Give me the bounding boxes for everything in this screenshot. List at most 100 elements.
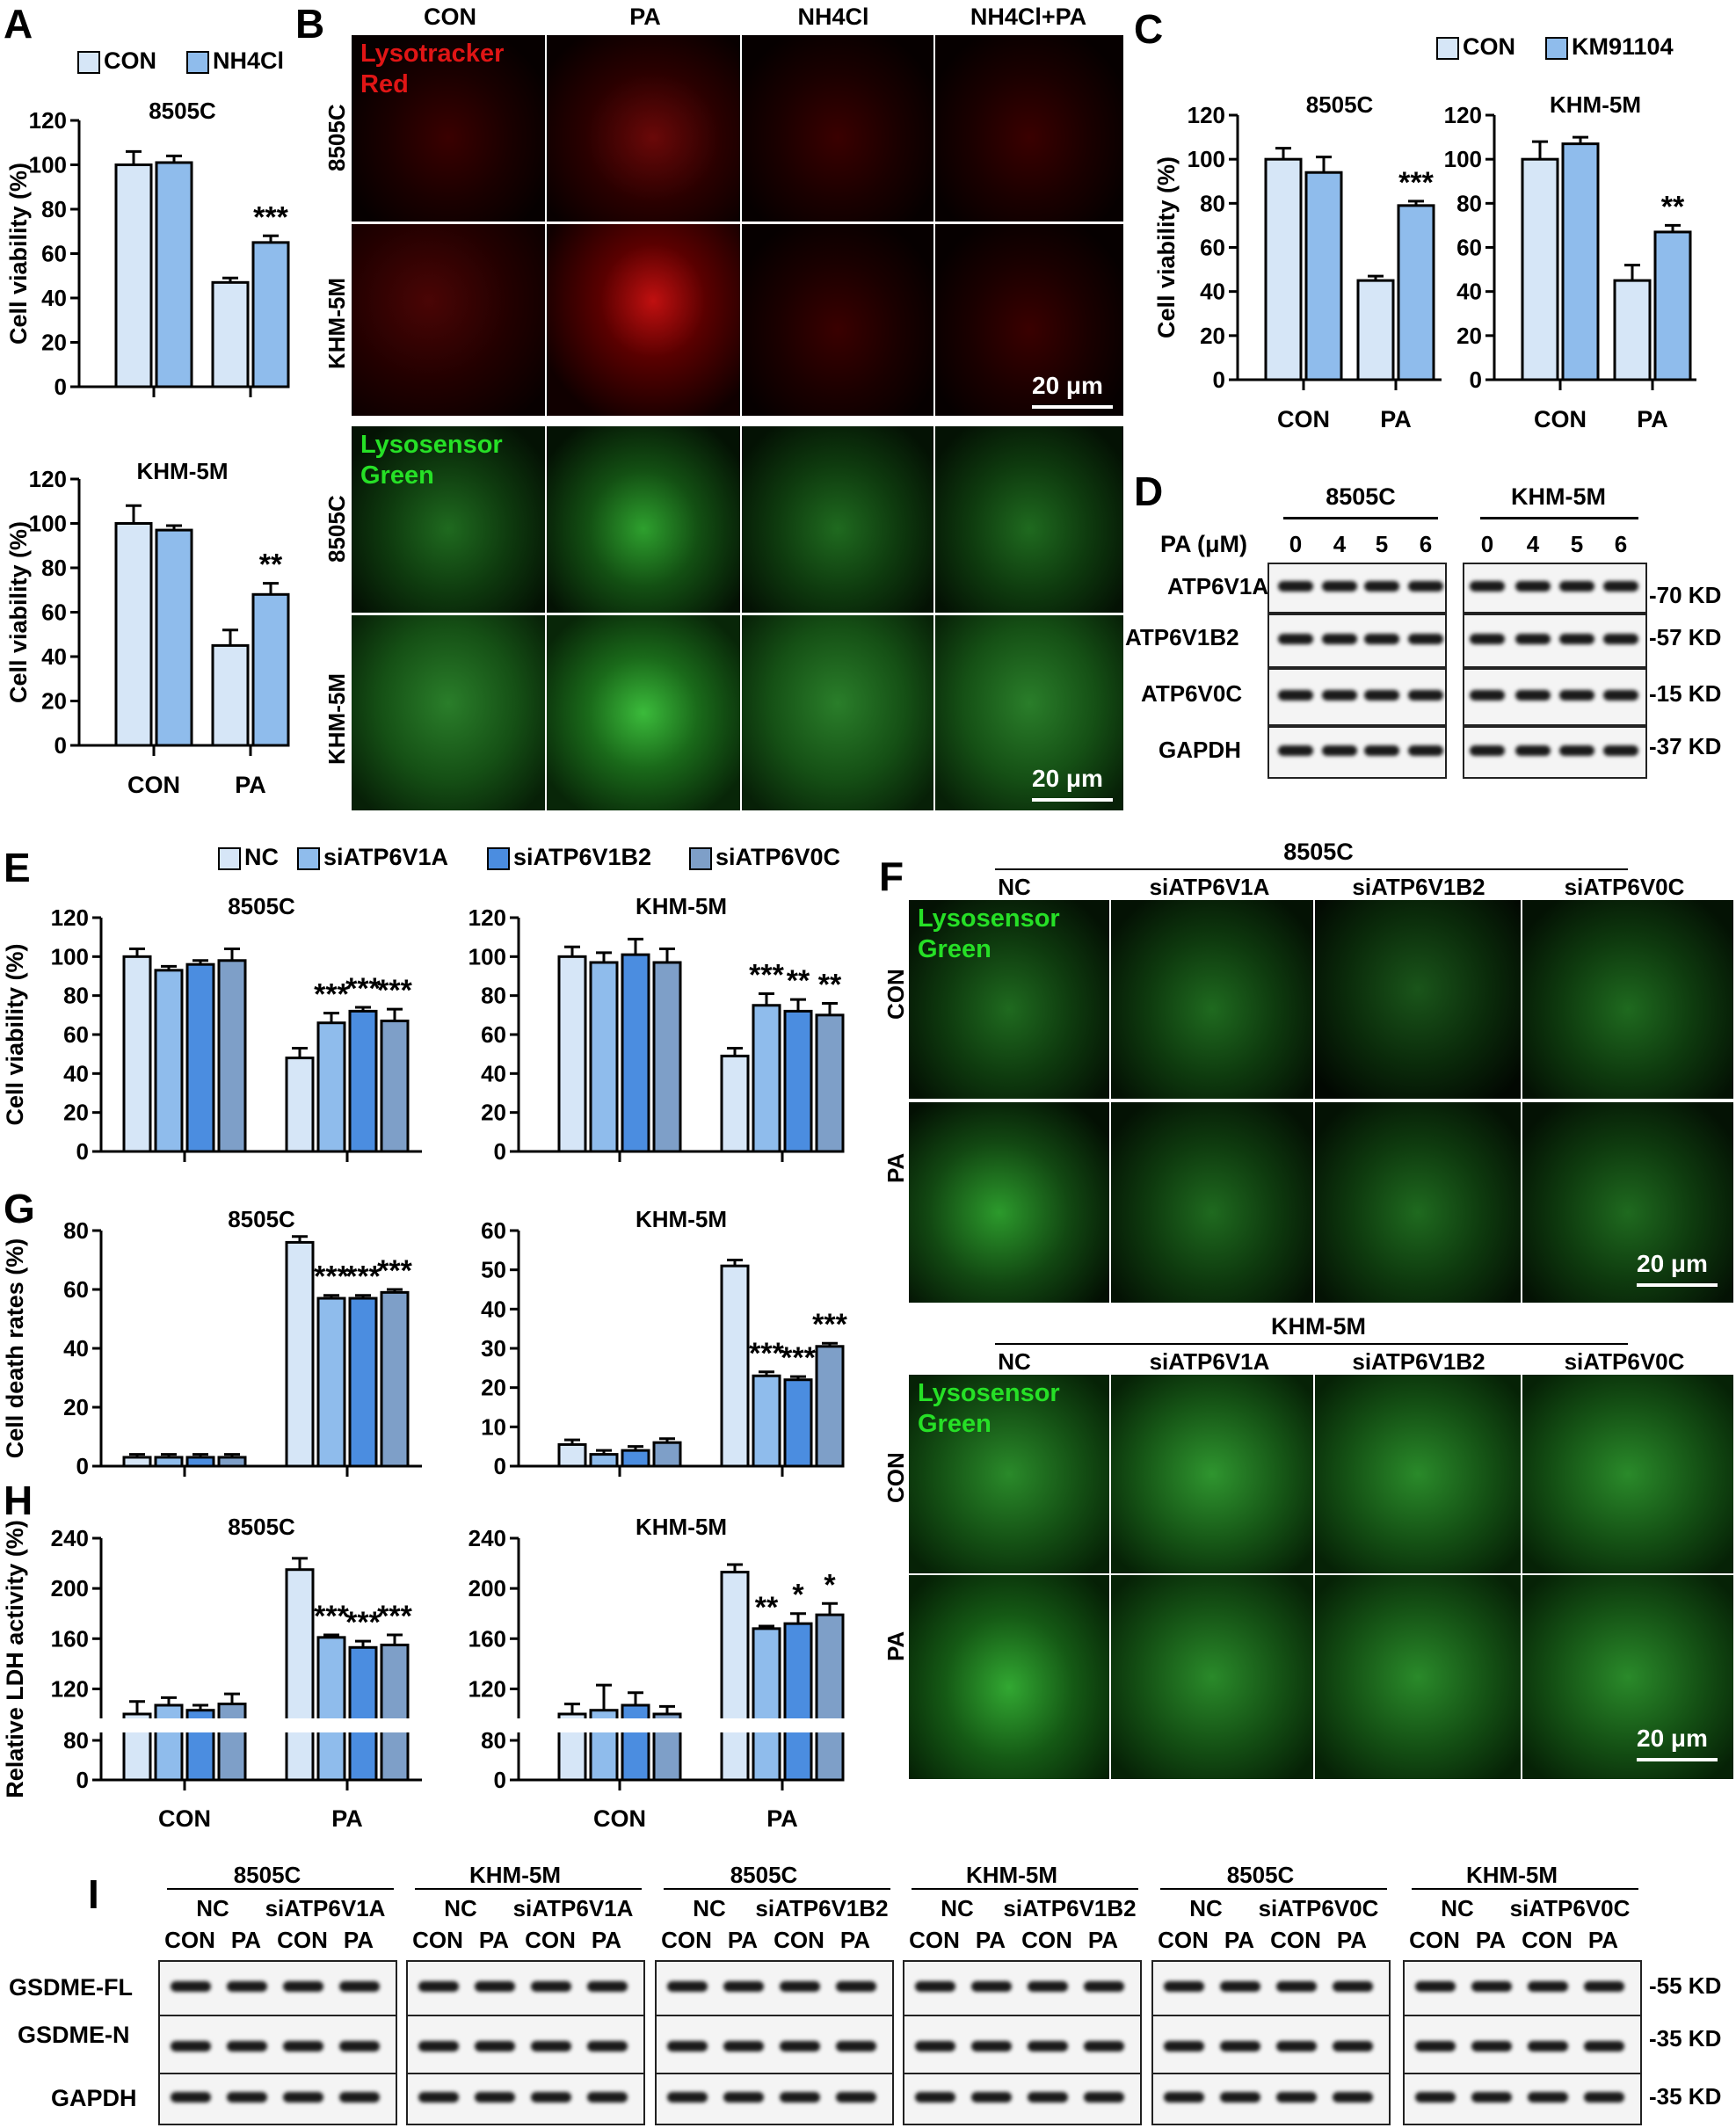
blot-band (780, 2041, 820, 2052)
micrograph-lysosensor (1522, 1375, 1733, 1573)
y-tick-label: 80 (41, 555, 67, 581)
blot-band (1084, 1981, 1124, 1992)
y-tick-label: 240 (469, 1525, 506, 1551)
blot-band (475, 2092, 515, 2103)
protein-label: GAPDH (1159, 737, 1241, 763)
micrograph-lysosensor: 20 μm (935, 615, 1123, 810)
significance-label: ** (787, 964, 810, 998)
bar (752, 1374, 781, 1468)
blot-band (587, 1981, 628, 1992)
protein-label: ATP6V0C (1141, 680, 1243, 707)
kd-marker: -37 KD (1649, 733, 1722, 759)
significance-label: *** (345, 972, 381, 1006)
legend-label-v1b2: siATP6V1B2 (513, 844, 652, 870)
x-tick-label: PA (1380, 406, 1412, 432)
y-axis-label: Cell viability (%) (5, 521, 32, 703)
bar (114, 522, 153, 747)
blot-band (667, 1981, 708, 1992)
nc-label: NC (941, 1895, 974, 1921)
blot-band (283, 2092, 323, 2103)
y-tick-label: 60 (481, 1021, 506, 1048)
blot-band (1164, 2041, 1204, 2052)
blot-band (171, 2041, 211, 2052)
micrograph-lysotracker (547, 224, 740, 416)
col-label-nh4cl: NH4Cl (797, 4, 869, 30)
bar (154, 1703, 184, 1782)
protein-label: GAPDH (51, 2085, 137, 2111)
legend-swatch-km (1545, 37, 1568, 60)
cell-label: KHM-5M (469, 1862, 561, 1888)
bar (217, 1703, 247, 1782)
chart-a-8505c: 0 20 40 60 80 100 120 8505C Cell viability (%) **… (5, 98, 290, 400)
y-tick-label: 40 (481, 1296, 506, 1322)
y-tick-label: 0 (494, 1453, 506, 1479)
y-tick-label: 20 (481, 1100, 506, 1126)
protein-label: GSDME-FL (9, 1974, 133, 2001)
y-tick-label: 0 (76, 1453, 89, 1479)
legend-label-con: CON (104, 47, 156, 74)
blot-band (723, 2092, 764, 2103)
sirna-label: siATP6V1A (265, 1895, 386, 1921)
dose: 5 (1375, 531, 1389, 557)
bar (217, 959, 247, 1153)
chart-title: 8505C (1306, 91, 1374, 118)
bar (251, 241, 290, 389)
row-label-pa: PA (883, 1630, 909, 1661)
blot-band (1364, 745, 1399, 756)
panel-label-d: D (1134, 468, 1164, 514)
y-tick-label: 40 (41, 285, 67, 311)
chart-c-khm: 0 20 40 60 80 100 120 KHM-5M CON PA ** (1444, 91, 1696, 432)
bar (285, 1240, 315, 1468)
significance-label: *** (1398, 166, 1434, 200)
treatment-label: PA (839, 1927, 871, 1953)
blot-band (1415, 1981, 1456, 1992)
blot-band (1515, 581, 1551, 592)
treatment-label: PA (591, 1927, 622, 1953)
scale-bar: 20 μm (1032, 765, 1113, 802)
bar (251, 592, 290, 747)
blot-band (1603, 581, 1638, 592)
bar (621, 1449, 650, 1468)
blot-band (1559, 581, 1594, 592)
blot-band (339, 2092, 380, 2103)
blot-band (418, 2092, 459, 2103)
sirna-label: siATP6V1A (512, 1895, 634, 1921)
blot-band (339, 2041, 380, 2052)
dose: 0 (1289, 531, 1303, 557)
bar (720, 1264, 750, 1468)
micrograph-lysosensor (909, 1575, 1109, 1779)
protein-label: ATP6V1A (1167, 573, 1269, 599)
row-label-8505c: 8505C (323, 104, 350, 171)
micrograph-lysosensor (1111, 1375, 1313, 1573)
scale-bar: 20 μm (1637, 1725, 1718, 1761)
blot-band (1471, 1981, 1512, 1992)
y-tick-label: 60 (41, 599, 67, 626)
blot-band (1408, 581, 1443, 592)
nc-label: NC (196, 1895, 229, 1921)
blot-band (227, 2041, 267, 2052)
panel-label-h: H (4, 1478, 33, 1523)
legend-label-con: CON (1463, 33, 1515, 60)
bar (1304, 171, 1343, 381)
bar (122, 1456, 152, 1468)
bar (285, 1568, 315, 1782)
row-label-con: CON (883, 969, 909, 1020)
blot-band (836, 2092, 876, 2103)
legend-swatch-v1a (297, 847, 320, 870)
legend-swatch-v1b2 (487, 847, 510, 870)
col-label-nh4cl-pa: NH4Cl+PA (970, 4, 1087, 30)
chart-title: KHM-5M (636, 1514, 727, 1540)
row-label-8505c: 8505C (323, 495, 350, 563)
dose: 6 (1614, 531, 1628, 557)
bar (1653, 230, 1692, 381)
y-tick-label: 20 (1456, 323, 1482, 349)
treatment-label: PA (1587, 1927, 1619, 1953)
bar (316, 1636, 346, 1782)
bar (589, 1453, 619, 1468)
treatment-label: CON (1021, 1927, 1072, 1953)
bar (589, 961, 619, 1153)
bar (380, 1019, 410, 1153)
bar (815, 1345, 845, 1468)
y-tick-label: 60 (1200, 235, 1225, 261)
